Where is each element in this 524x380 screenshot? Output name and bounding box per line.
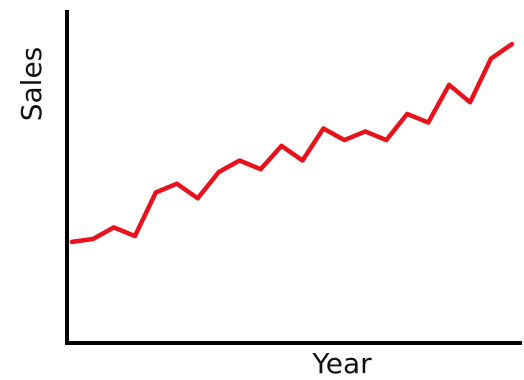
series-layer [69,41,515,245]
x-axis-title: Year [311,347,372,380]
sales-line [69,41,515,245]
y-axis-title: Sales [15,47,48,122]
